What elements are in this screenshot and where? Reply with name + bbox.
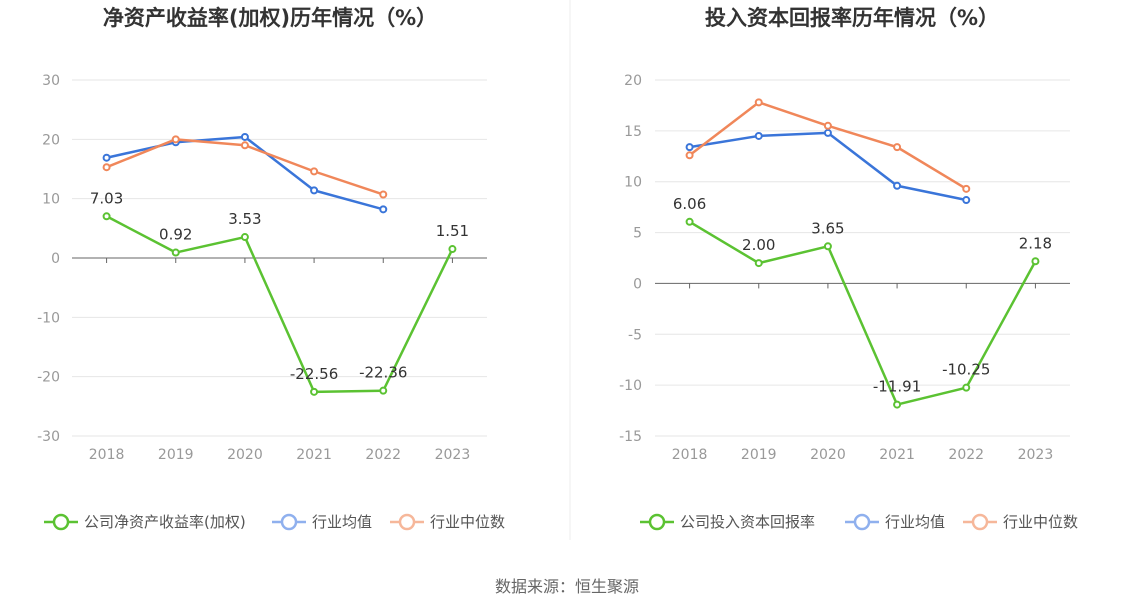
data-point[interactable] — [685, 151, 694, 160]
y-tick-label: -5 — [628, 327, 642, 343]
y-tick-label: -30 — [37, 429, 60, 445]
data-label: -11.91 — [873, 378, 921, 396]
data-point[interactable] — [102, 163, 111, 172]
data-point[interactable] — [240, 141, 249, 150]
series-line — [689, 131, 967, 202]
data-point[interactable] — [379, 205, 388, 214]
y-tick-label: 20 — [42, 132, 60, 148]
data-point[interactable] — [171, 248, 180, 257]
series-line — [688, 101, 967, 190]
data-point[interactable] — [893, 400, 902, 409]
legend-item[interactable]: 行业均值 — [845, 513, 945, 531]
x-tick-label: 2023 — [1018, 447, 1054, 463]
legend-item[interactable]: 行业均值 — [272, 513, 372, 531]
data-label: 7.03 — [90, 189, 123, 207]
data-label: -22.56 — [290, 365, 338, 383]
x-tick-label: 2018 — [672, 447, 708, 463]
data-point[interactable] — [893, 181, 902, 190]
x-tick-label: 2019 — [741, 447, 777, 463]
y-tick-label: 15 — [624, 124, 642, 140]
y-tick-label: 0 — [51, 251, 60, 267]
x-tick-label: 2022 — [365, 447, 401, 463]
y-tick-label: 0 — [633, 276, 642, 292]
data-point[interactable] — [310, 186, 319, 195]
legend-label: 行业均值 — [312, 513, 372, 531]
y-tick-label: -10 — [37, 310, 60, 326]
series-line — [688, 220, 1037, 406]
legend-marker — [853, 513, 871, 531]
data-point[interactable] — [310, 387, 319, 396]
x-tick-label: 2021 — [879, 447, 915, 463]
data-label: 1.51 — [436, 222, 469, 240]
data-point[interactable] — [379, 190, 388, 199]
data-point[interactable] — [823, 128, 832, 137]
data-label: 0.92 — [159, 226, 192, 244]
y-tick-label: -10 — [619, 378, 642, 394]
x-tick-label: 2022 — [948, 447, 984, 463]
x-tick-label: 2020 — [810, 447, 846, 463]
data-point[interactable] — [754, 131, 763, 140]
data-point[interactable] — [962, 196, 971, 205]
legend-marker — [280, 513, 298, 531]
x-tick-label: 2021 — [296, 447, 332, 463]
data-point[interactable] — [1031, 257, 1040, 266]
data-label: -22.36 — [359, 364, 407, 382]
legend-label: 公司净资产收益率(加权) — [84, 513, 246, 531]
legend-label: 行业中位数 — [1003, 513, 1078, 531]
legend-marker — [971, 513, 989, 531]
y-tick-label: -20 — [37, 370, 60, 386]
data-point[interactable] — [754, 98, 763, 107]
x-tick-label: 2018 — [89, 447, 125, 463]
data-point[interactable] — [823, 121, 832, 130]
y-tick-label: 20 — [624, 73, 642, 89]
x-tick-label: 2019 — [158, 447, 194, 463]
legend-marker — [398, 513, 416, 531]
legend-label: 公司投入资本回报率 — [680, 513, 815, 531]
data-point[interactable] — [379, 386, 388, 395]
data-point[interactable] — [102, 153, 111, 162]
legend-item[interactable]: 公司净资产收益率(加权) — [44, 513, 246, 531]
chart-roe: 净资产收益率(加权)历年情况（%） 30 20 10 0 -10 -20 -30 2018 20… — [37, 6, 505, 531]
y-tick-label: 30 — [42, 73, 60, 89]
data-label: -10.25 — [942, 361, 990, 379]
legend-marker — [648, 513, 666, 531]
data-point[interactable] — [962, 184, 971, 193]
data-point[interactable] — [685, 217, 694, 226]
y-tick-label: 5 — [633, 226, 642, 242]
y-tick-label: -15 — [619, 429, 642, 445]
data-point[interactable] — [823, 242, 832, 251]
x-tick-label: 2023 — [435, 447, 471, 463]
data-point[interactable] — [240, 132, 249, 141]
legend-label: 行业中位数 — [430, 513, 505, 531]
data-label: 6.06 — [673, 195, 706, 213]
data-point[interactable] — [102, 212, 111, 221]
legend-item[interactable]: 公司投入资本回报率 — [640, 513, 815, 531]
y-tick-label: 10 — [42, 192, 60, 208]
x-tick-label: 2020 — [227, 447, 263, 463]
legend-item[interactable]: 行业中位数 — [390, 513, 505, 531]
data-point[interactable] — [448, 245, 457, 254]
legend-marker — [52, 513, 70, 531]
data-label: 3.53 — [228, 210, 261, 228]
legend-label: 行业均值 — [885, 513, 945, 531]
data-point[interactable] — [240, 233, 249, 242]
data-point[interactable] — [310, 167, 319, 176]
data-label: 2.18 — [1019, 234, 1052, 252]
chart-title: 投入资本回报率历年情况（%） — [705, 6, 999, 30]
data-point[interactable] — [171, 135, 180, 144]
data-source: 数据来源：恒生聚源 — [495, 577, 639, 596]
chart-title: 净资产收益率(加权)历年情况（%） — [103, 6, 437, 30]
data-label: 2.00 — [742, 236, 775, 254]
data-point[interactable] — [754, 259, 763, 268]
data-point[interactable] — [685, 143, 694, 152]
data-point[interactable] — [893, 143, 902, 152]
series-line — [106, 215, 454, 394]
data-label: 3.65 — [811, 219, 844, 237]
legend-item[interactable]: 行业中位数 — [963, 513, 1078, 531]
y-tick-label: 10 — [624, 175, 642, 191]
chart-roic: 投入资本回报率历年情况（%） 20 15 10 5 0 -5 -10 -15 2018 2019 2… — [619, 6, 1078, 531]
data-point[interactable] — [962, 383, 971, 392]
